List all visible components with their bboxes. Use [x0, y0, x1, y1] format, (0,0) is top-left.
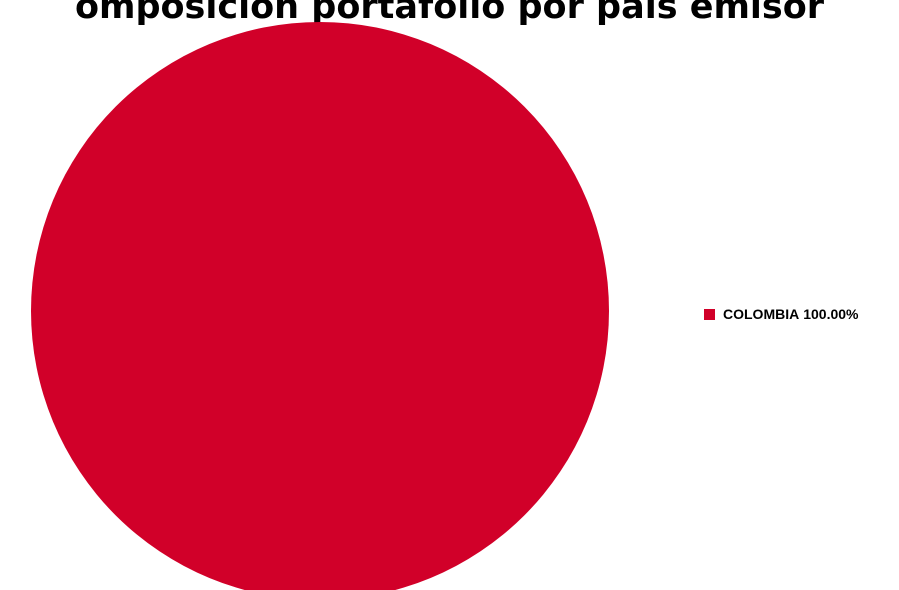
pie-slice-colombia: [31, 22, 609, 590]
legend: COLOMBIA 100.00%: [704, 306, 859, 322]
legend-label: COLOMBIA: [723, 306, 800, 322]
legend-entry-colombia: COLOMBIA 100.00%: [723, 306, 859, 322]
chart-title: omposición portafolio por país emisor: [74, 0, 825, 27]
legend-swatch-colombia: [704, 308, 715, 320]
legend-value: 100.00%: [803, 306, 859, 322]
